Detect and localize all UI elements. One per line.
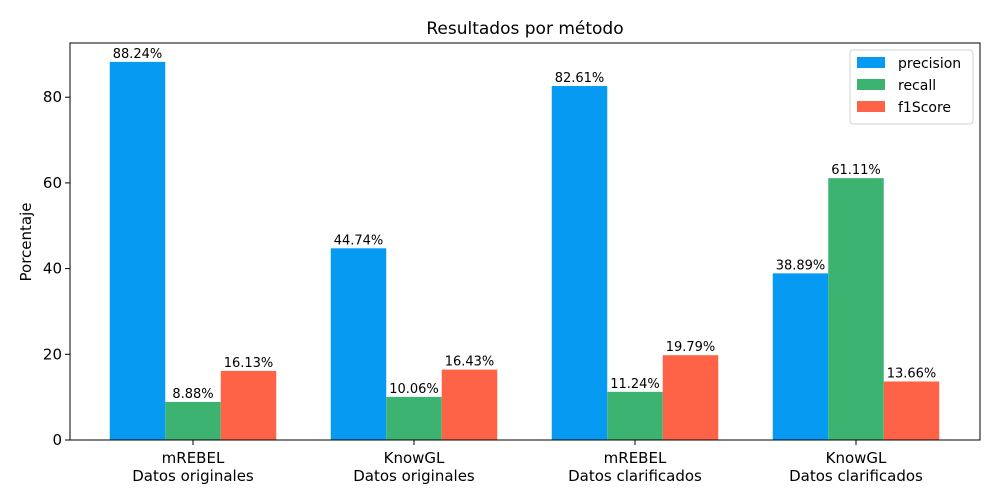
- bar-f1Score-4: [883, 381, 940, 440]
- data-label-precision-4: 38.89%: [776, 258, 826, 273]
- data-label-recall-3: 11.24%: [610, 377, 660, 392]
- data-label-recall-1: 8.88%: [172, 387, 213, 402]
- legend-swatch-f1Score: [857, 101, 885, 112]
- legend-swatch-precision: [857, 57, 885, 68]
- bar-f1Score-2: [441, 369, 498, 440]
- x-tick-label-line: mREBEL: [162, 449, 225, 467]
- legend: precision recall f1Score: [849, 49, 974, 125]
- x-tick-label-line: mREBEL: [604, 449, 667, 467]
- x-tick-label: KnowGL Datos originales: [353, 449, 475, 485]
- bar-f1Score-1: [220, 370, 277, 440]
- bar-recall-1: [165, 401, 221, 440]
- bar-precision-3: [551, 86, 608, 441]
- data-label-f1Score-3: 19.79%: [666, 340, 716, 355]
- bar-precision-2: [330, 248, 387, 440]
- y-tick-label: 20: [43, 345, 62, 363]
- x-tick-label: KnowGL Datos clarificados: [789, 449, 923, 485]
- y-axis-label: Porcentaje: [17, 203, 35, 282]
- y-tick-label: 80: [43, 88, 62, 106]
- chart-title: Resultados por método: [426, 19, 623, 39]
- bar-recall-3: [607, 391, 663, 440]
- bar-recall-2: [386, 396, 442, 440]
- bar-precision-1: [109, 61, 166, 440]
- y-tick-label: 40: [43, 260, 62, 278]
- x-tick-label-line: Datos clarificados: [568, 467, 702, 485]
- bar-precision-4: [772, 273, 829, 440]
- legend-label-f1Score: f1Score: [898, 100, 951, 116]
- data-label-f1Score-2: 16.43%: [445, 355, 495, 370]
- y-tick-label: 60: [43, 174, 62, 192]
- data-label-precision-3: 82.61%: [555, 71, 605, 86]
- x-tick-label-line: KnowGL: [826, 449, 887, 467]
- legend-label-precision: precision: [898, 56, 961, 72]
- data-label-recall-2: 10.06%: [389, 382, 439, 397]
- y-tick-label: 0: [52, 431, 62, 449]
- x-tick-label-line: KnowGL: [384, 449, 445, 467]
- x-tick-label: mREBEL Datos originales: [132, 449, 254, 485]
- legend-label-recall: recall: [898, 78, 936, 94]
- x-tick-label-line: Datos originales: [132, 467, 254, 485]
- data-label-f1Score-4: 13.66%: [887, 366, 937, 381]
- data-label-recall-4: 61.11%: [831, 163, 881, 178]
- legend-swatch-recall: [857, 79, 885, 90]
- bar-recall-4: [828, 178, 884, 441]
- x-tick-label: mREBEL Datos clarificados: [568, 449, 702, 485]
- plot-frame: [69, 42, 981, 441]
- data-label-precision-1: 88.24%: [113, 47, 163, 62]
- data-label-precision-2: 44.74%: [334, 233, 384, 248]
- plot-area: 88.24% 44.74% 82.61% 38.89% 8.88% 10.06% 11.24…: [43, 42, 981, 485]
- data-label-f1Score-1: 16.13%: [224, 356, 274, 371]
- bar-f1Score-3: [662, 355, 719, 440]
- x-tick-label-line: Datos originales: [353, 467, 475, 485]
- x-tick-label-line: Datos clarificados: [789, 467, 923, 485]
